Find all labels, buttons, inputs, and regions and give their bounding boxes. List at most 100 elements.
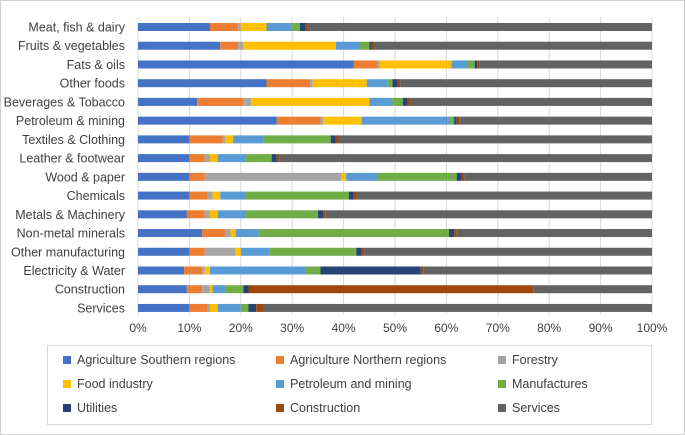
- bar-segment-forestry: [377, 60, 380, 69]
- legend-swatch: [63, 404, 71, 412]
- bar-segment-agriculture-southern-regions: [138, 154, 190, 163]
- bar-segment-agriculture-southern-regions: [138, 247, 190, 256]
- bar-segment-food-industry: [230, 229, 236, 238]
- bar-segment-services: [263, 303, 652, 312]
- bar-segment-agriculture-northern-regions: [197, 97, 244, 106]
- bar-segment-petroleum-and-mining: [240, 247, 270, 256]
- bar-segment-food-industry: [379, 60, 452, 69]
- bar-segment-agriculture-southern-regions: [138, 266, 185, 275]
- bar-segment-food-industry: [323, 116, 362, 125]
- category-label: Wood & paper: [45, 170, 125, 184]
- bar-segment-services: [307, 23, 652, 31]
- bar-segment-forestry: [243, 97, 252, 106]
- bar-segment-agriculture-southern-regions: [138, 172, 190, 181]
- bar-segment-food-industry: [251, 97, 370, 106]
- bar-segment-forestry: [238, 41, 244, 50]
- bars: [138, 23, 652, 312]
- x-tick-label: 0%: [129, 321, 147, 335]
- bar-segment-utilities: [402, 97, 408, 106]
- bar-segment-agriculture-northern-regions: [189, 172, 205, 181]
- bar-segment-food-industry: [243, 41, 336, 50]
- x-tick-label: 40%: [332, 321, 356, 335]
- bar-segment-manufactures: [258, 229, 449, 238]
- bar-segment-manufactures: [269, 247, 357, 256]
- bar-segment-services: [400, 79, 652, 88]
- bar-segment-food-industry: [209, 303, 218, 312]
- bar-segment-agriculture-southern-regions: [138, 135, 190, 144]
- bar-segment-forestry: [320, 116, 324, 125]
- category-label: Petroleum & mining: [16, 114, 125, 128]
- bar-segment-services: [533, 285, 652, 294]
- bar-segment-agriculture-southern-regions: [138, 116, 277, 125]
- bar-segment-agriculture-southern-regions: [138, 210, 187, 219]
- bar-segment-agriculture-southern-regions: [138, 285, 187, 294]
- bar-segment-petroleum-and-mining: [217, 303, 241, 312]
- x-tick-label: 80%: [537, 321, 561, 335]
- bar-segment-manufactures: [292, 23, 300, 31]
- bar-segment-forestry: [207, 303, 210, 312]
- category-label: Other foods: [60, 77, 125, 91]
- legend-swatch: [276, 356, 284, 364]
- bar-segment-utilities: [448, 229, 455, 238]
- legend-label: Forestry: [512, 353, 558, 367]
- legend-item: Agriculture Northern regions: [276, 353, 446, 367]
- bar-segment-manufactures: [245, 154, 272, 163]
- bar-segment-petroleum-and-mining: [335, 41, 360, 50]
- bar-segment-petroleum-and-mining: [451, 60, 467, 69]
- x-tick-label: 60%: [434, 321, 458, 335]
- bar-segment-construction: [420, 266, 424, 275]
- x-tick-label: 90%: [589, 321, 613, 335]
- bar-segment-petroleum-and-mining: [212, 285, 226, 294]
- bar-segment-utilities: [248, 303, 257, 312]
- legend-label: Services: [512, 401, 560, 415]
- legend-item: Manufactures: [498, 377, 588, 391]
- legend-item: Utilities: [63, 401, 117, 415]
- bar-segment-agriculture-southern-regions: [138, 23, 210, 31]
- bar-segment-agriculture-northern-regions: [184, 266, 203, 275]
- bar-segment-petroleum-and-mining: [235, 229, 259, 238]
- bar-segment-agriculture-southern-regions: [138, 97, 198, 106]
- legend-item: Petroleum and mining: [276, 377, 412, 391]
- bar-segment-forestry: [204, 154, 210, 163]
- bar-segment-forestry: [204, 210, 210, 219]
- bar-segment-utilities: [320, 266, 421, 275]
- legend-swatch: [498, 356, 506, 364]
- bar-segment-construction: [407, 97, 411, 106]
- bar-segment-agriculture-northern-regions: [186, 285, 203, 294]
- bar-segment-construction: [477, 60, 480, 69]
- bar-segment-agriculture-northern-regions: [189, 303, 208, 312]
- legend-item: Construction: [276, 401, 360, 415]
- bar-segment-construction: [454, 229, 457, 238]
- category-label: Electricity & Water: [23, 264, 125, 278]
- bar-segment-agriculture-northern-regions: [189, 191, 208, 200]
- bar-segment-food-industry: [209, 210, 218, 219]
- bar-segment-agriculture-northern-regions: [189, 135, 223, 144]
- x-tick-label: 70%: [486, 321, 510, 335]
- legend-swatch: [63, 380, 71, 388]
- bar-segment-agriculture-southern-regions: [138, 79, 267, 88]
- bar-segment-forestry: [202, 266, 205, 275]
- bar-segment-agriculture-northern-regions: [209, 23, 239, 31]
- bar-segment-food-industry: [341, 172, 347, 181]
- bar-segment-manufactures: [387, 79, 393, 88]
- bar-segment-petroleum-and-mining: [266, 23, 293, 31]
- bar-segment-manufactures: [240, 303, 249, 312]
- bar-segment-construction: [305, 23, 308, 31]
- bar-segment-utilities: [456, 172, 462, 181]
- bar-segment-forestry: [207, 191, 213, 200]
- bar-segment-petroleum-and-mining: [209, 266, 306, 275]
- x-tick-labels: 0% 10% 20% 30% 40% 50% 60% 70% 80% 90% 100%: [129, 321, 667, 335]
- legend-label: Construction: [290, 401, 361, 415]
- bar-segment-utilities: [299, 23, 306, 31]
- x-tick-label: 50%: [383, 321, 407, 335]
- bar-segment-manufactures: [305, 266, 321, 275]
- legend-label: Agriculture Northern regions: [290, 353, 447, 367]
- bar-segment-services: [464, 172, 652, 181]
- bar-segment-utilities: [356, 247, 362, 256]
- legend-label: Utilities: [77, 401, 118, 415]
- bar-segment-construction: [276, 154, 280, 163]
- bar-segment-utilities: [330, 135, 336, 144]
- legend-item: Services: [498, 401, 560, 415]
- bar-segment-utilities: [392, 79, 398, 88]
- bar-segment-services: [279, 154, 652, 163]
